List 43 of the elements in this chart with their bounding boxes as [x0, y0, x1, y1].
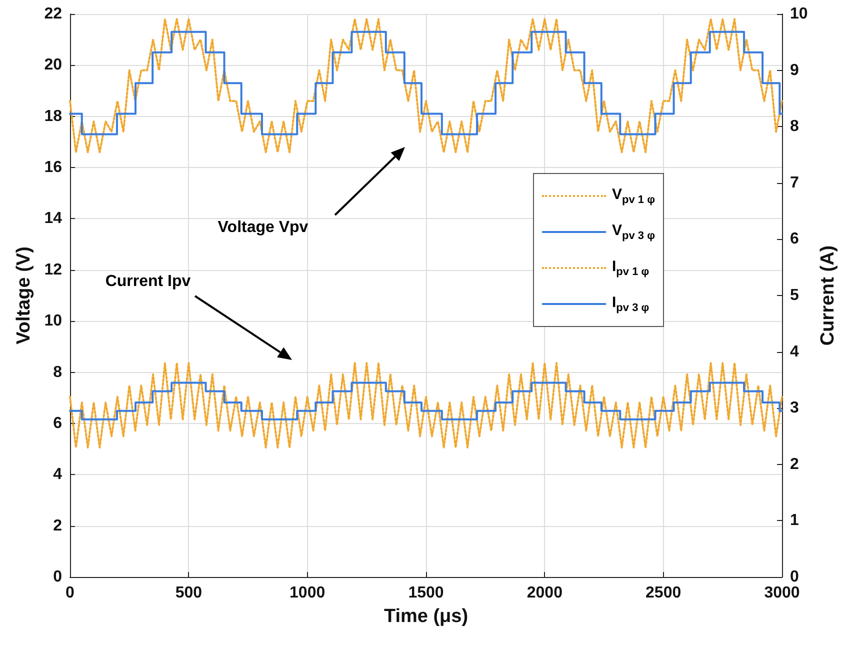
- annotation: Current Ipv: [105, 273, 191, 291]
- legend-label: V$_{pv 1 φ}$: [612, 186, 655, 206]
- x-tick-label: 500: [175, 584, 202, 602]
- y2-tick-label: 3: [790, 400, 799, 417]
- legend-label: I$_{pv 1 φ}$: [612, 258, 650, 278]
- line-series: [69, 382, 783, 420]
- y-tick-label: 8: [53, 364, 62, 381]
- y-tick-label: 18: [44, 108, 62, 125]
- x-tick-label: 0: [66, 584, 75, 602]
- y2-tick-label: 10: [790, 6, 808, 22]
- y-tick-label: 2: [53, 517, 62, 534]
- legend-label: V$_{pv 3 φ}$: [612, 222, 655, 242]
- legend-label: I$_{pv 3 φ}$: [612, 294, 650, 314]
- line-series: [69, 18, 783, 154]
- y-tick-label: 22: [44, 6, 62, 22]
- x-tick-label: 1000: [290, 584, 326, 602]
- y-tick-label: 10: [44, 312, 62, 330]
- y-tick-label: 16: [44, 159, 62, 176]
- x-tick-label: 2000: [526, 584, 563, 602]
- y-tick-label: 12: [44, 261, 62, 278]
- y2-tick-label: 8: [790, 118, 799, 136]
- line-series: [69, 30, 783, 136]
- y2-tick-label: 7: [790, 174, 799, 192]
- line-series: [69, 362, 783, 449]
- y-tick-label: 14: [44, 210, 62, 228]
- y2-tick-label: 9: [790, 62, 799, 79]
- x-tick-label: 3000: [764, 584, 800, 602]
- y2-tick-label: 1: [790, 512, 799, 530]
- y2-axis-title: Current (A): [818, 245, 839, 346]
- y-tick-label: 6: [53, 414, 62, 432]
- y-tick-label: 20: [44, 56, 62, 74]
- y2-tick-label: 2: [790, 456, 799, 473]
- x-tick-label: 2500: [646, 584, 682, 602]
- y-axis-title: Voltage (V): [13, 246, 34, 344]
- y-tick-label: 0: [53, 568, 62, 586]
- y2-tick-label: 5: [790, 287, 799, 304]
- annotation: Voltage Vpv: [218, 219, 308, 237]
- y2-tick-label: 6: [790, 230, 799, 248]
- y-tick-label: 4: [53, 466, 62, 484]
- y2-tick-label: 0: [790, 568, 799, 586]
- x-axis-title: Time (μs): [384, 606, 468, 627]
- y2-tick-label: 4: [790, 343, 799, 360]
- x-tick-label: 1500: [408, 584, 444, 602]
